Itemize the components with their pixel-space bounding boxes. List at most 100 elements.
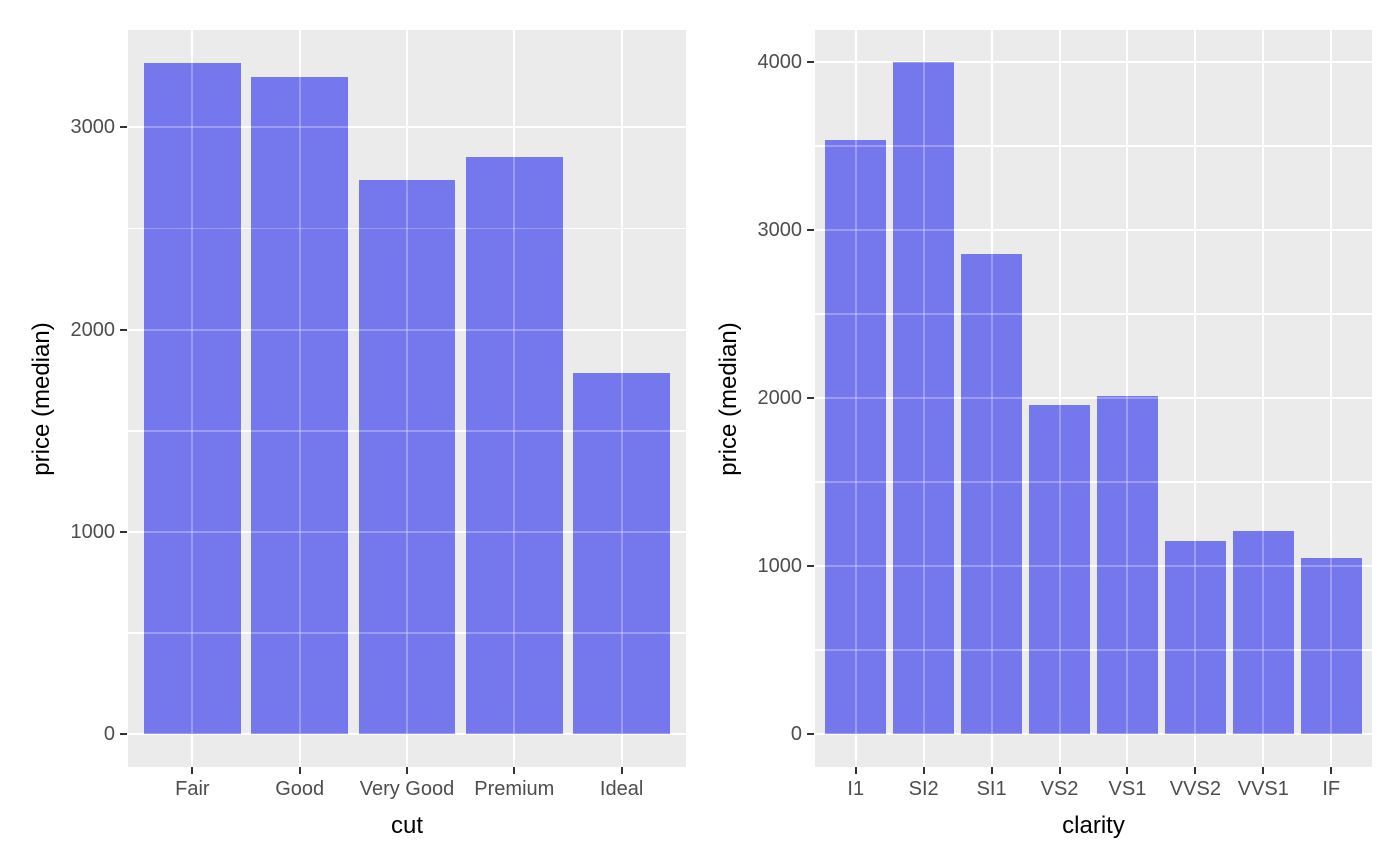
bar-IF	[1300, 558, 1362, 734]
y-tick-mark-1000	[807, 564, 814, 567]
x-tick-label-SI2: SI2	[908, 778, 939, 800]
y-tick-mark-4000	[807, 60, 814, 63]
y-tick-label-3000: 3000	[70, 116, 116, 139]
x-tick-mark-VS2	[1058, 767, 1061, 774]
x-tick-label-Fair: Fair	[175, 778, 210, 800]
x-tick-label-Ideal: Ideal	[599, 778, 644, 800]
gridline-v-VS2	[1058, 30, 1061, 767]
y-tick-mark-1000	[120, 530, 127, 533]
bar-Very Good	[358, 180, 456, 735]
y-tick-label-1000: 1000	[70, 520, 116, 543]
x-tick-mark-VS1	[1126, 767, 1129, 774]
x-tick-label-I1: I1	[847, 778, 865, 800]
gridline-h-4000	[815, 60, 1372, 63]
gridline-h-3500	[815, 145, 1372, 147]
x-tick-label-Premium: Premium	[474, 778, 555, 800]
x-tick-mark-Very Good	[406, 767, 408, 774]
gridline-h-overlay-500	[815, 649, 1372, 651]
gridline-v-overlay-SI1	[990, 30, 993, 767]
x-tick-mark-Good	[298, 767, 301, 774]
gridline-h-overlay-1500	[815, 481, 1372, 483]
bar-SI2	[893, 61, 955, 734]
y-tick-mark-0	[120, 733, 127, 736]
gridline-v-overlay-VS1	[1126, 30, 1129, 767]
y-axis-title: price (median)	[28, 321, 55, 476]
x-tick-label-VVS1: VVS1	[1237, 778, 1289, 800]
gridline-h-overlay-2500	[128, 227, 686, 230]
gridline-h-3000	[815, 228, 1372, 231]
y-tick-mark-2000	[807, 396, 814, 399]
y-tick-label-0: 0	[103, 723, 115, 746]
gridline-h-overlay-3500	[815, 145, 1372, 147]
gridline-h-overlay-1000	[128, 530, 686, 533]
x-tick-label-SI1: SI1	[976, 778, 1007, 800]
x-tick-label-VS1: VS1	[1108, 778, 1147, 800]
bar-I1	[825, 140, 887, 734]
gridline-h-1000	[815, 564, 1372, 567]
gridline-h-1500	[815, 481, 1372, 483]
x-tick-mark-Ideal	[620, 767, 623, 774]
x-axis-title: cut	[390, 812, 423, 839]
x-tick-label-IF: IF	[1322, 778, 1341, 800]
bar-VS2	[1028, 404, 1091, 734]
gridline-h-500	[815, 649, 1372, 651]
bar-Premium	[466, 156, 563, 735]
x-tick-mark-VVS2	[1194, 767, 1197, 774]
gridline-v-VVS1	[1262, 30, 1265, 767]
gridline-v-VVS2	[1194, 30, 1197, 767]
gridline-v-overlay-VS2	[1058, 30, 1061, 767]
gridline-h-overlay-1500	[128, 430, 686, 432]
y-tick-mark-0	[807, 732, 814, 735]
x-axis-title: clarity	[1062, 812, 1125, 839]
y-tick-mark-3000	[120, 126, 127, 129]
x-tick-mark-VVS1	[1262, 767, 1265, 774]
x-tick-label-Very Good: Very Good	[359, 778, 455, 800]
x-tick-mark-Fair	[191, 767, 194, 774]
gridline-h-overlay-2000	[815, 396, 1372, 399]
gridline-v-overlay-Ideal	[620, 30, 623, 767]
gridline-v-overlay-Very Good	[406, 30, 408, 767]
gridline-v-overlay-Premium	[513, 30, 516, 767]
y-tick-mark-3000	[807, 228, 814, 231]
bar-Good	[251, 76, 348, 735]
x-tick-label-VS2: VS2	[1040, 778, 1079, 800]
x-tick-mark-I1	[854, 767, 857, 774]
gridline-v-overlay-I1	[854, 30, 857, 767]
gridline-v-overlay-SI2	[922, 30, 925, 767]
bar-Ideal	[573, 373, 670, 735]
gridline-h-2000	[815, 396, 1372, 399]
y-tick-label-1000: 1000	[757, 554, 803, 577]
gridline-h-2500	[815, 313, 1372, 315]
gridline-h-0	[815, 732, 1372, 735]
x-tick-mark-Premium	[513, 767, 516, 774]
bar-Fair	[144, 62, 241, 735]
y-tick-label-4000: 4000	[757, 50, 803, 73]
gridline-h-overlay-0	[128, 733, 686, 736]
bar-VVS2	[1164, 540, 1226, 734]
gridline-v-overlay-VVS1	[1262, 30, 1265, 767]
gridline-v-overlay-VVS2	[1194, 30, 1197, 767]
x-tick-mark-SI2	[922, 767, 925, 774]
x-tick-mark-SI1	[990, 767, 993, 774]
gridline-v-IF	[1330, 30, 1333, 767]
y-tick-mark-2000	[120, 328, 127, 331]
gridline-h-overlay-2000	[128, 328, 686, 331]
bar-VVS1	[1232, 531, 1294, 734]
x-tick-mark-IF	[1330, 767, 1333, 774]
gridline-h-overlay-4000	[815, 60, 1372, 63]
x-tick-label-VVS2: VVS2	[1169, 778, 1221, 800]
x-tick-label-Good: Good	[275, 778, 325, 800]
gridline-h-overlay-0	[815, 732, 1372, 735]
bar-SI1	[961, 254, 1023, 734]
gridline-h-overlay-3000	[128, 126, 686, 129]
y-tick-label-3000: 3000	[757, 218, 803, 241]
bar-VS1	[1096, 396, 1159, 734]
gridline-v-overlay-Good	[298, 30, 301, 767]
gridline-h-overlay-2500	[815, 313, 1372, 315]
y-tick-label-2000: 2000	[70, 318, 116, 341]
gridline-v-overlay-IF	[1330, 30, 1333, 767]
y-tick-label-2000: 2000	[757, 386, 803, 409]
